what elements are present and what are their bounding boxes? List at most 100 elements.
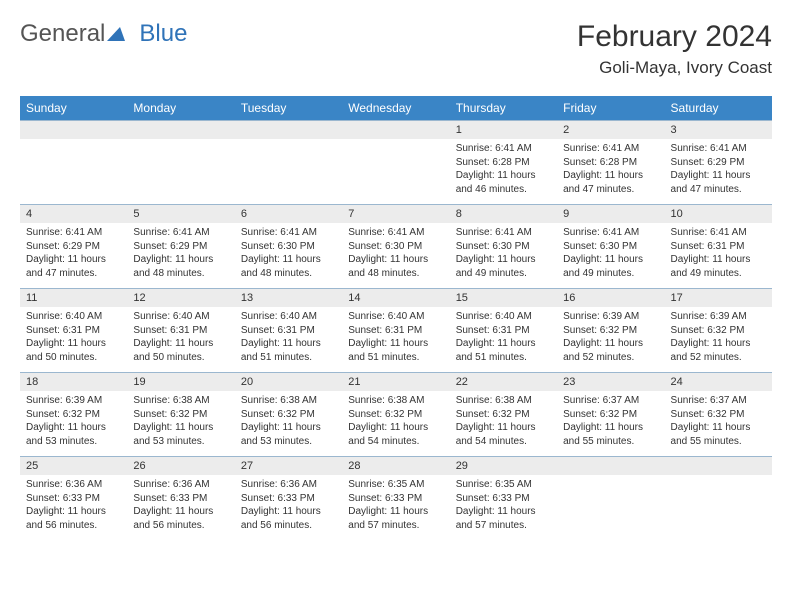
day-number: 22 — [450, 372, 557, 391]
day-daylight1: Daylight: 11 hours — [133, 421, 228, 435]
day-sunrise: Sunrise: 6:39 AM — [563, 310, 658, 324]
calendar-day-cell: 3Sunrise: 6:41 AMSunset: 6:29 PMDaylight… — [665, 120, 772, 204]
day-number: 18 — [20, 372, 127, 391]
weekday-header: Friday — [557, 96, 664, 120]
calendar-day-cell: 26Sunrise: 6:36 AMSunset: 6:33 PMDayligh… — [127, 456, 234, 540]
day-sunset: Sunset: 6:31 PM — [133, 324, 228, 338]
day-content: Sunrise: 6:41 AMSunset: 6:30 PMDaylight:… — [557, 223, 664, 288]
day-number: 19 — [127, 372, 234, 391]
day-daylight2: and 48 minutes. — [348, 267, 443, 281]
day-daylight1: Daylight: 11 hours — [456, 169, 551, 183]
day-number: 4 — [20, 204, 127, 223]
day-daylight1: Daylight: 11 hours — [563, 421, 658, 435]
calendar-day-cell: 23Sunrise: 6:37 AMSunset: 6:32 PMDayligh… — [557, 372, 664, 456]
day-daylight1: Daylight: 11 hours — [456, 337, 551, 351]
day-sunrise: Sunrise: 6:41 AM — [133, 226, 228, 240]
day-sunrise: Sunrise: 6:39 AM — [671, 310, 766, 324]
calendar-day-cell: 5Sunrise: 6:41 AMSunset: 6:29 PMDaylight… — [127, 204, 234, 288]
day-daylight1: Daylight: 11 hours — [563, 253, 658, 267]
day-sunset: Sunset: 6:31 PM — [671, 240, 766, 254]
day-content: Sunrise: 6:41 AMSunset: 6:29 PMDaylight:… — [20, 223, 127, 288]
day-number: 11 — [20, 288, 127, 307]
day-sunrise: Sunrise: 6:35 AM — [348, 478, 443, 492]
day-sunrise: Sunrise: 6:41 AM — [26, 226, 121, 240]
calendar-day-cell: 11Sunrise: 6:40 AMSunset: 6:31 PMDayligh… — [20, 288, 127, 372]
day-sunset: Sunset: 6:29 PM — [26, 240, 121, 254]
day-daylight2: and 47 minutes. — [563, 183, 658, 197]
calendar-day-cell: 21Sunrise: 6:38 AMSunset: 6:32 PMDayligh… — [342, 372, 449, 456]
calendar-day-cell: 2Sunrise: 6:41 AMSunset: 6:28 PMDaylight… — [557, 120, 664, 204]
day-daylight2: and 57 minutes. — [456, 519, 551, 533]
day-daylight2: and 50 minutes. — [133, 351, 228, 365]
calendar-day-cell: 8Sunrise: 6:41 AMSunset: 6:30 PMDaylight… — [450, 204, 557, 288]
day-daylight2: and 48 minutes. — [241, 267, 336, 281]
day-number: 3 — [665, 120, 772, 139]
day-content: Sunrise: 6:40 AMSunset: 6:31 PMDaylight:… — [342, 307, 449, 372]
day-content: Sunrise: 6:41 AMSunset: 6:30 PMDaylight:… — [342, 223, 449, 288]
day-daylight1: Daylight: 11 hours — [456, 505, 551, 519]
day-content: Sunrise: 6:41 AMSunset: 6:30 PMDaylight:… — [235, 223, 342, 288]
day-content: Sunrise: 6:35 AMSunset: 6:33 PMDaylight:… — [450, 475, 557, 540]
day-sunrise: Sunrise: 6:38 AM — [456, 394, 551, 408]
day-daylight1: Daylight: 11 hours — [563, 337, 658, 351]
day-sunset: Sunset: 6:30 PM — [456, 240, 551, 254]
calendar-day-cell: 20Sunrise: 6:38 AMSunset: 6:32 PMDayligh… — [235, 372, 342, 456]
day-number: 8 — [450, 204, 557, 223]
day-sunrise: Sunrise: 6:38 AM — [348, 394, 443, 408]
day-daylight1: Daylight: 11 hours — [241, 253, 336, 267]
location: Goli-Maya, Ivory Coast — [577, 58, 772, 78]
day-number — [665, 456, 772, 475]
day-sunrise: Sunrise: 6:41 AM — [456, 142, 551, 156]
day-daylight2: and 53 minutes. — [133, 435, 228, 449]
day-daylight1: Daylight: 11 hours — [671, 337, 766, 351]
day-sunset: Sunset: 6:32 PM — [671, 408, 766, 422]
day-sunset: Sunset: 6:32 PM — [241, 408, 336, 422]
day-sunrise: Sunrise: 6:39 AM — [26, 394, 121, 408]
day-daylight1: Daylight: 11 hours — [456, 421, 551, 435]
calendar-empty-cell — [342, 120, 449, 204]
day-content: Sunrise: 6:41 AMSunset: 6:29 PMDaylight:… — [127, 223, 234, 288]
day-sunrise: Sunrise: 6:41 AM — [241, 226, 336, 240]
day-daylight1: Daylight: 11 hours — [241, 337, 336, 351]
day-sunrise: Sunrise: 6:40 AM — [348, 310, 443, 324]
day-number: 2 — [557, 120, 664, 139]
day-sunrise: Sunrise: 6:41 AM — [348, 226, 443, 240]
day-sunset: Sunset: 6:31 PM — [241, 324, 336, 338]
day-sunset: Sunset: 6:32 PM — [671, 324, 766, 338]
weekday-header: Tuesday — [235, 96, 342, 120]
day-daylight1: Daylight: 11 hours — [26, 505, 121, 519]
calendar-day-cell: 15Sunrise: 6:40 AMSunset: 6:31 PMDayligh… — [450, 288, 557, 372]
day-content: Sunrise: 6:38 AMSunset: 6:32 PMDaylight:… — [127, 391, 234, 456]
day-number: 16 — [557, 288, 664, 307]
calendar-empty-cell — [557, 456, 664, 540]
day-sunset: Sunset: 6:32 PM — [563, 324, 658, 338]
calendar-day-cell: 28Sunrise: 6:35 AMSunset: 6:33 PMDayligh… — [342, 456, 449, 540]
title-block: February 2024 Goli-Maya, Ivory Coast — [577, 20, 772, 78]
weekday-header: Monday — [127, 96, 234, 120]
day-number: 9 — [557, 204, 664, 223]
weekday-header: Thursday — [450, 96, 557, 120]
day-content: Sunrise: 6:37 AMSunset: 6:32 PMDaylight:… — [665, 391, 772, 456]
day-daylight2: and 56 minutes. — [241, 519, 336, 533]
logo: General Blue — [20, 20, 187, 48]
day-content: Sunrise: 6:40 AMSunset: 6:31 PMDaylight:… — [450, 307, 557, 372]
day-daylight2: and 55 minutes. — [563, 435, 658, 449]
day-daylight2: and 50 minutes. — [26, 351, 121, 365]
day-daylight2: and 51 minutes. — [456, 351, 551, 365]
calendar-week-row: 11Sunrise: 6:40 AMSunset: 6:31 PMDayligh… — [20, 288, 772, 372]
calendar-day-cell: 24Sunrise: 6:37 AMSunset: 6:32 PMDayligh… — [665, 372, 772, 456]
day-sunset: Sunset: 6:33 PM — [348, 492, 443, 506]
day-sunset: Sunset: 6:31 PM — [348, 324, 443, 338]
day-number: 25 — [20, 456, 127, 475]
day-number: 21 — [342, 372, 449, 391]
day-content: Sunrise: 6:41 AMSunset: 6:30 PMDaylight:… — [450, 223, 557, 288]
month-title: February 2024 — [577, 20, 772, 54]
header: General Blue February 2024 Goli-Maya, Iv… — [20, 20, 772, 78]
day-daylight2: and 52 minutes. — [563, 351, 658, 365]
day-daylight1: Daylight: 11 hours — [26, 421, 121, 435]
day-number — [20, 120, 127, 139]
day-content: Sunrise: 6:38 AMSunset: 6:32 PMDaylight:… — [342, 391, 449, 456]
day-sunrise: Sunrise: 6:41 AM — [671, 226, 766, 240]
day-number: 23 — [557, 372, 664, 391]
calendar-body: 1Sunrise: 6:41 AMSunset: 6:28 PMDaylight… — [20, 120, 772, 540]
